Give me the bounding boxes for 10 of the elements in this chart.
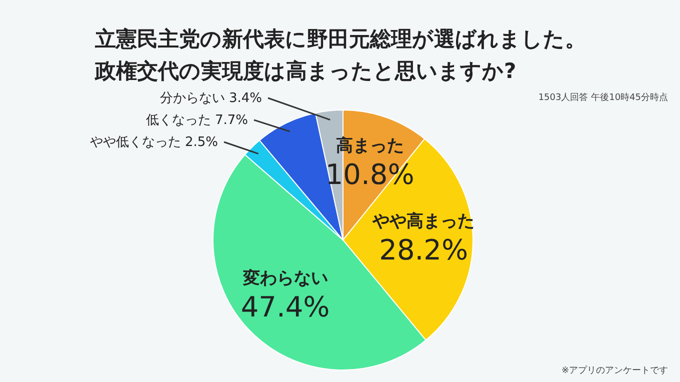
- slice-label: 低くなった 7.7%: [146, 113, 248, 128]
- slice-label: 分からない 3.4%: [160, 91, 262, 106]
- data-label: 47.4%: [240, 290, 330, 324]
- slice-label: 変わらない: [242, 268, 328, 288]
- chart-title: 立憲民主党の新代表に野田元総理が選ばれました。: [94, 27, 586, 51]
- text: ※アプリのアンケートです: [561, 365, 668, 376]
- chart-subtitle: 政権交代の実現度は高まったと思いますか?: [94, 59, 516, 83]
- slice-label: やや低くなった 2.5%: [90, 135, 218, 150]
- data-label: 28.2%: [379, 233, 468, 266]
- text: 1503人回答 午後10時45分時点: [538, 92, 668, 103]
